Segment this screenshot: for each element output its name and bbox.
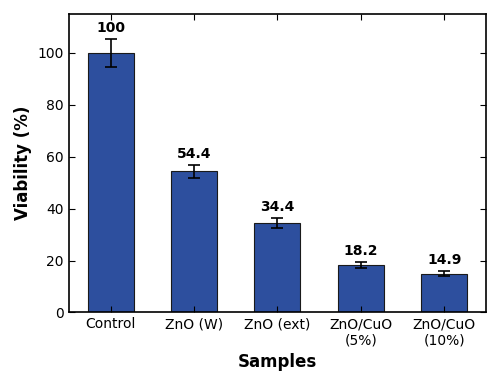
Y-axis label: Viability (%): Viability (%) [14,106,32,220]
Bar [254,223,300,313]
Bar [171,171,217,313]
Text: 100: 100 [96,21,125,35]
Bar [338,265,384,313]
Text: 54.4: 54.4 [176,147,211,161]
Text: 34.4: 34.4 [260,200,294,214]
Text: 18.2: 18.2 [344,244,378,258]
Text: 14.9: 14.9 [427,253,462,267]
Bar [88,53,134,313]
Bar [422,274,467,313]
X-axis label: Samples: Samples [238,353,317,371]
